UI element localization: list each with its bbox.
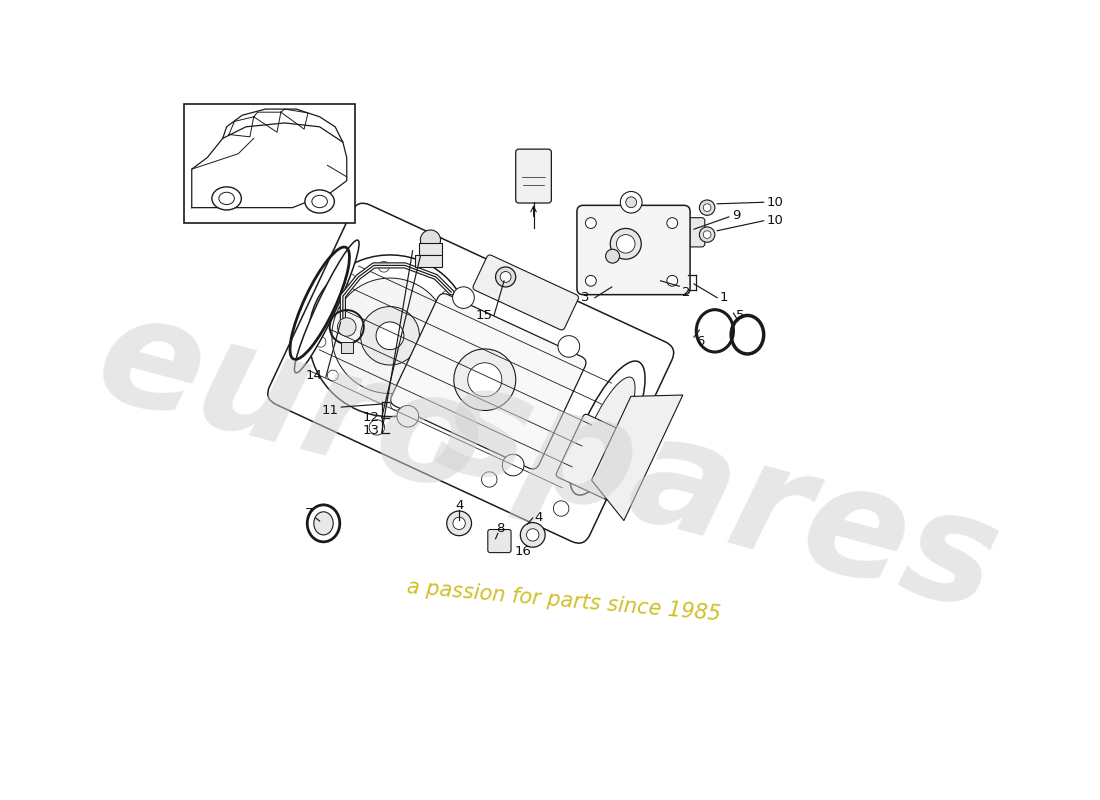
Bar xyxy=(415,254,442,267)
Circle shape xyxy=(700,227,715,242)
FancyBboxPatch shape xyxy=(487,530,512,553)
Circle shape xyxy=(585,218,596,229)
Circle shape xyxy=(378,262,389,272)
Circle shape xyxy=(397,406,419,427)
Circle shape xyxy=(447,511,472,536)
Circle shape xyxy=(453,517,465,530)
Text: 8: 8 xyxy=(496,522,505,535)
Circle shape xyxy=(626,197,637,208)
Circle shape xyxy=(703,204,711,211)
Circle shape xyxy=(527,529,539,541)
Bar xyxy=(184,104,354,223)
Circle shape xyxy=(425,387,436,398)
Text: 3: 3 xyxy=(581,291,590,304)
Text: 5: 5 xyxy=(736,309,745,322)
Text: 16: 16 xyxy=(515,546,532,558)
Circle shape xyxy=(315,337,326,347)
Circle shape xyxy=(452,287,474,308)
Circle shape xyxy=(442,290,452,302)
Circle shape xyxy=(338,318,356,336)
Circle shape xyxy=(616,234,635,253)
Text: a passion for parts since 1985: a passion for parts since 1985 xyxy=(406,578,722,625)
Text: 9: 9 xyxy=(733,209,740,222)
Ellipse shape xyxy=(295,240,359,373)
Text: 2: 2 xyxy=(682,286,691,299)
Ellipse shape xyxy=(570,361,645,495)
Circle shape xyxy=(328,370,339,381)
Circle shape xyxy=(454,349,516,410)
Text: 14: 14 xyxy=(306,369,322,382)
Text: 7: 7 xyxy=(306,507,313,520)
Text: 10: 10 xyxy=(766,196,783,209)
Text: 6: 6 xyxy=(696,335,704,348)
Ellipse shape xyxy=(312,195,328,208)
Circle shape xyxy=(558,336,580,358)
Circle shape xyxy=(553,501,569,516)
Ellipse shape xyxy=(580,377,635,479)
Text: euro: euro xyxy=(82,282,499,526)
FancyBboxPatch shape xyxy=(267,203,673,543)
FancyBboxPatch shape xyxy=(669,218,705,247)
Circle shape xyxy=(667,218,678,229)
Bar xyxy=(419,243,442,255)
Ellipse shape xyxy=(212,187,241,210)
Text: 13: 13 xyxy=(363,424,381,437)
Circle shape xyxy=(610,229,641,259)
FancyBboxPatch shape xyxy=(557,414,639,501)
Circle shape xyxy=(482,472,497,487)
Ellipse shape xyxy=(305,190,334,213)
FancyBboxPatch shape xyxy=(390,294,586,469)
Circle shape xyxy=(667,275,678,286)
FancyBboxPatch shape xyxy=(473,255,579,330)
Circle shape xyxy=(606,250,619,263)
Circle shape xyxy=(495,267,516,287)
Circle shape xyxy=(585,275,596,286)
Ellipse shape xyxy=(314,512,333,535)
Text: 10: 10 xyxy=(766,214,783,227)
Circle shape xyxy=(500,271,512,282)
Text: 1: 1 xyxy=(719,291,728,304)
Circle shape xyxy=(309,255,472,417)
Ellipse shape xyxy=(219,192,234,205)
Circle shape xyxy=(361,306,419,365)
Circle shape xyxy=(703,230,711,238)
Circle shape xyxy=(376,322,404,350)
Circle shape xyxy=(700,200,715,215)
Text: 11: 11 xyxy=(321,404,338,417)
Text: 4: 4 xyxy=(535,511,543,525)
Circle shape xyxy=(420,230,440,250)
Polygon shape xyxy=(592,395,683,521)
Text: spares: spares xyxy=(421,350,1013,642)
Circle shape xyxy=(503,454,524,476)
Circle shape xyxy=(332,278,448,394)
Circle shape xyxy=(344,274,355,284)
Circle shape xyxy=(468,362,502,397)
FancyBboxPatch shape xyxy=(516,149,551,203)
Text: 4: 4 xyxy=(455,499,463,512)
FancyBboxPatch shape xyxy=(576,206,690,294)
Circle shape xyxy=(520,522,546,547)
Circle shape xyxy=(390,399,402,410)
Text: 12: 12 xyxy=(363,410,381,423)
Circle shape xyxy=(370,420,385,435)
Circle shape xyxy=(620,191,642,213)
Bar xyxy=(341,342,353,353)
Text: 15: 15 xyxy=(475,309,493,322)
Circle shape xyxy=(454,324,465,335)
